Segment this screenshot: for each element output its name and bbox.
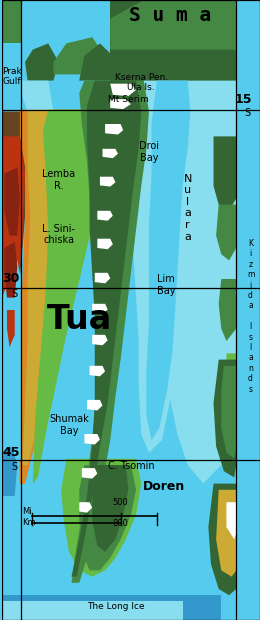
Polygon shape [72,81,149,583]
Polygon shape [87,400,102,410]
Polygon shape [82,468,97,479]
Polygon shape [2,62,21,110]
Polygon shape [92,465,128,552]
Text: 800: 800 [113,520,128,528]
Polygon shape [79,465,136,570]
Polygon shape [2,589,260,620]
Polygon shape [221,366,236,459]
Text: S: S [11,289,17,299]
Text: Tua: Tua [47,303,112,336]
Text: Lim
Bay: Lim Bay [157,275,175,296]
Polygon shape [97,211,113,221]
Polygon shape [84,434,100,445]
Polygon shape [17,110,105,484]
Polygon shape [2,260,21,460]
Polygon shape [21,81,54,124]
Text: Doren: Doren [143,480,186,493]
Polygon shape [146,81,190,440]
Polygon shape [22,110,97,465]
Text: Prak
Gulf: Prak Gulf [2,66,22,86]
Text: 500: 500 [113,498,128,507]
Polygon shape [33,110,110,484]
Polygon shape [2,136,25,453]
Polygon shape [79,502,92,513]
Text: Shumak
Bay: Shumak Bay [49,414,89,435]
Polygon shape [216,490,236,577]
Text: Mt Serim: Mt Serim [108,95,149,104]
Polygon shape [133,81,193,453]
Polygon shape [102,149,118,158]
Polygon shape [90,366,105,376]
Polygon shape [4,242,17,298]
Polygon shape [239,0,260,620]
Polygon shape [208,484,236,595]
Text: Km: Km [22,518,36,527]
Polygon shape [110,84,136,96]
Polygon shape [213,360,236,477]
Polygon shape [25,43,58,81]
Polygon shape [105,124,123,135]
Polygon shape [213,136,236,211]
Polygon shape [2,601,183,620]
Text: K
i
z
m
i
d
a
 
I
s
l
a
n
d
s: K i z m i d a I s l a n d s [247,239,254,394]
Text: 15: 15 [235,93,252,105]
Text: Mi: Mi [22,507,32,516]
Polygon shape [190,81,236,310]
Polygon shape [61,459,141,577]
Polygon shape [2,595,221,620]
Text: S u m a: S u m a [128,6,211,25]
Polygon shape [79,43,113,81]
Polygon shape [97,239,113,249]
Text: Droi
Bay: Droi Bay [139,141,159,162]
Text: S: S [11,463,17,472]
Polygon shape [92,335,108,345]
Text: S: S [244,108,250,118]
Polygon shape [2,112,28,484]
Text: C. Tsomin: C. Tsomin [108,461,154,471]
Text: 30: 30 [2,273,20,285]
Polygon shape [100,177,115,187]
Polygon shape [4,167,20,236]
Polygon shape [110,99,131,109]
Polygon shape [7,310,15,347]
Text: L. Sini-
chiska: L. Sini- chiska [42,224,75,245]
Polygon shape [219,279,236,341]
Polygon shape [2,0,21,43]
Polygon shape [226,502,236,539]
Polygon shape [95,273,110,283]
Text: The Long Ice: The Long Ice [87,602,144,611]
Polygon shape [110,0,236,50]
Polygon shape [54,37,105,74]
Text: N
u
l
a
r
a: N u l a r a [184,174,192,242]
Text: Lemba
R.: Lemba R. [42,169,75,190]
Polygon shape [92,304,108,314]
Polygon shape [72,81,141,577]
Text: 45: 45 [2,446,20,459]
Polygon shape [2,446,17,496]
Polygon shape [110,0,236,81]
Polygon shape [216,205,236,260]
Polygon shape [226,353,236,391]
Polygon shape [170,81,236,484]
Text: Kserna Pen.
Ula Is.: Kserna Pen. Ula Is. [115,73,168,92]
